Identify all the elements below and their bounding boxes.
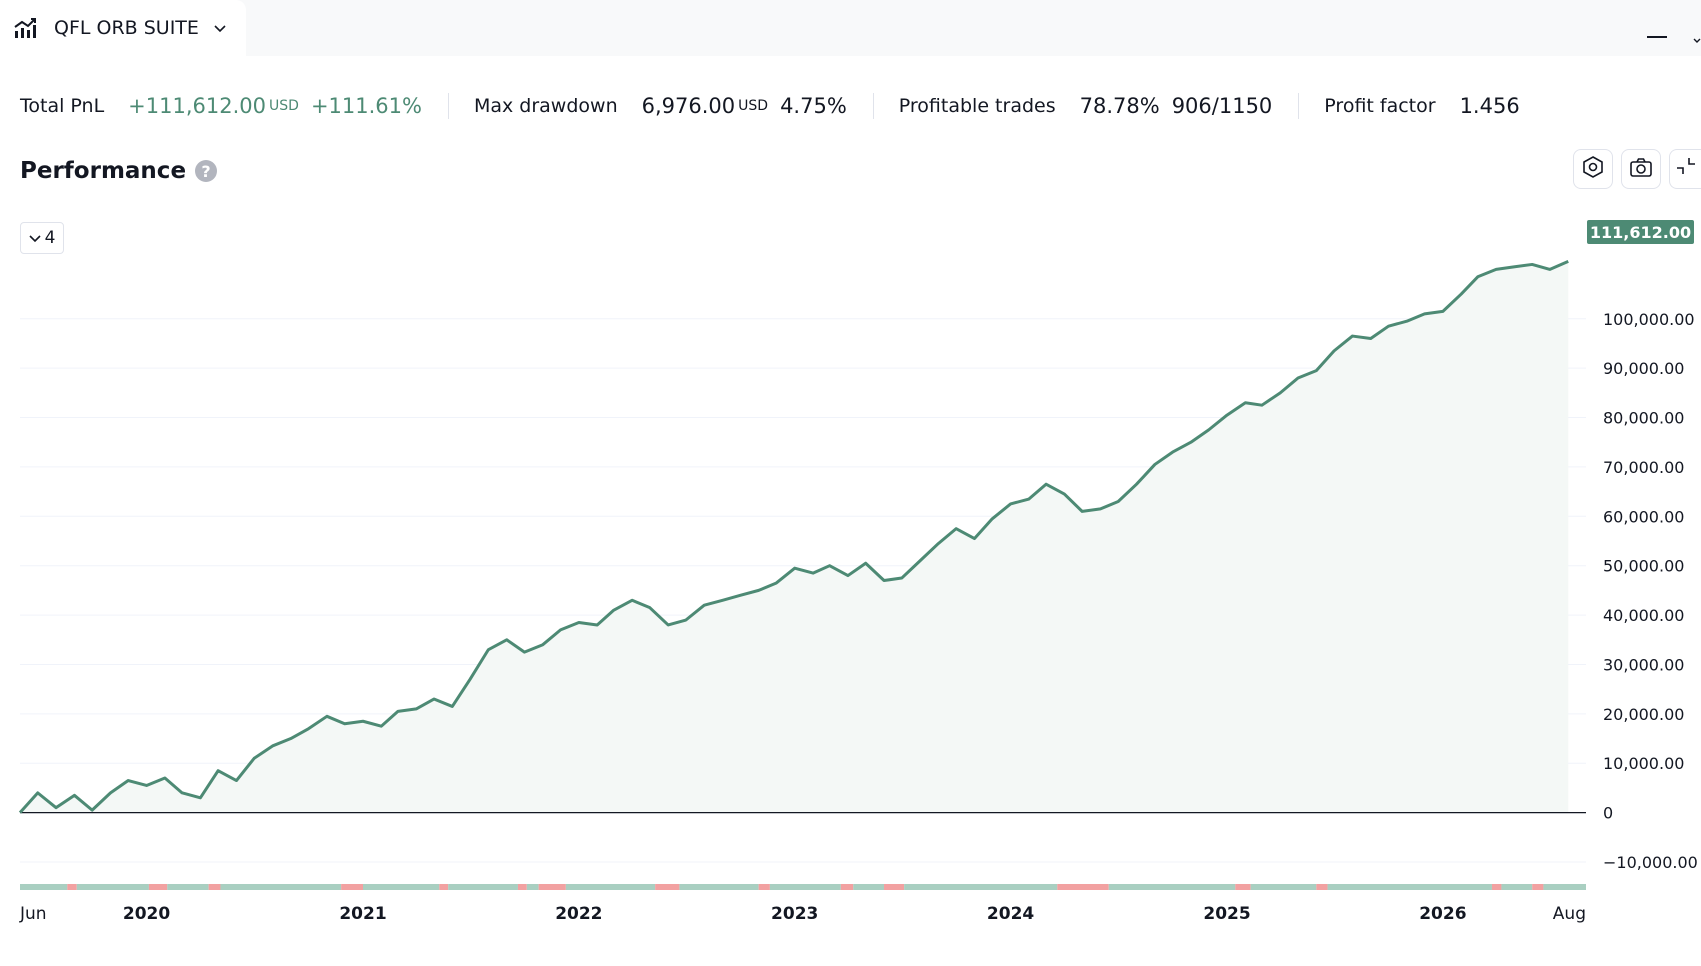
- stats-divider: [447, 93, 449, 119]
- trade-segment-loss: [884, 884, 905, 890]
- trade-segment-loss: [840, 884, 854, 890]
- trade-segment-win: [448, 884, 518, 890]
- y-tick-label: 50,000.00: [1603, 557, 1684, 576]
- trade-segment-win: [853, 884, 885, 890]
- max-drawdown-percent: 4.75%: [780, 94, 847, 118]
- trade-segment-win: [1250, 884, 1317, 890]
- trade-segment-win: [1543, 884, 1586, 890]
- total-pnl-percent: +111.61%: [310, 94, 422, 118]
- tab-title: QFL ORB SUITE: [54, 17, 199, 39]
- trade-segment-loss: [1532, 884, 1544, 890]
- collapse-icon: [1675, 156, 1697, 182]
- trade-segment-loss: [517, 884, 527, 890]
- profitable-trades-label: Profitable trades: [898, 95, 1056, 117]
- help-icon[interactable]: ?: [195, 160, 218, 182]
- chevron-down-icon[interactable]: [213, 23, 227, 33]
- profit-factor-label: Profit factor: [1324, 95, 1436, 117]
- x-tick-label: Aug: [1553, 904, 1586, 924]
- trade-segment-win: [220, 884, 342, 890]
- y-tick-label: 30,000.00: [1603, 655, 1684, 674]
- trade-segment-loss: [1316, 884, 1328, 890]
- performance-title: Performance: [20, 158, 187, 184]
- equity-line: [18, 260, 1569, 814]
- chart-bars-icon: [14, 17, 36, 39]
- total-pnl-value: +111,612.00: [128, 94, 267, 118]
- x-tick-label: 2020: [123, 904, 170, 924]
- trade-segment-loss: [341, 884, 364, 890]
- trade-segment-loss: [758, 884, 770, 890]
- equity-area: [20, 261, 1569, 813]
- camera-icon: [1629, 156, 1653, 182]
- trade-segment-win: [167, 884, 209, 890]
- y-tick-label: 90,000.00: [1603, 359, 1684, 378]
- trade-segment-win: [76, 884, 149, 890]
- trade-segment-loss: [67, 884, 77, 890]
- profitable-trades-percent: 78.78%: [1079, 94, 1160, 118]
- x-tick-label: 2024: [987, 904, 1034, 924]
- trade-segment-loss: [538, 884, 566, 890]
- stats-row: Total PnL +111,612.00 USD +111.61% Max d…: [20, 88, 1520, 124]
- total-pnl-unit: USD: [269, 98, 299, 114]
- y-tick-label: 20,000.00: [1603, 705, 1684, 724]
- max-drawdown-value: 6,976.00: [641, 94, 736, 118]
- y-tick-label: 40,000.00: [1603, 606, 1684, 625]
- y-tick-label: 0: [1603, 804, 1613, 823]
- trade-segment-win: [565, 884, 656, 890]
- total-pnl-label: Total PnL: [20, 95, 105, 117]
- trade-segment-loss: [1057, 884, 1109, 890]
- max-drawdown-label: Max drawdown: [473, 95, 618, 117]
- x-tick-label: 2022: [555, 904, 602, 924]
- profitable-trades-ratio: 906/1150: [1171, 94, 1273, 118]
- max-drawdown-unit: USD: [738, 98, 769, 114]
- y-tick-label: 60,000.00: [1603, 507, 1684, 526]
- x-tick-label: 2025: [1203, 904, 1250, 924]
- stats-divider: [1298, 93, 1300, 119]
- y-axis: 100,000.00 90,000.00 80,000.00 70,000.00 60,…: [1603, 310, 1698, 872]
- screenshot-button[interactable]: [1621, 149, 1661, 189]
- x-tick-label: 2023: [771, 904, 818, 924]
- settings-button[interactable]: [1573, 149, 1613, 189]
- trade-segment-win: [1327, 884, 1492, 890]
- profit-factor-value: 1.456: [1459, 94, 1520, 118]
- trade-segment-loss: [439, 884, 449, 890]
- performance-heading: Performance ?: [20, 158, 218, 184]
- x-tick-label: 2026: [1419, 904, 1466, 924]
- trade-segment-win: [363, 884, 440, 890]
- trade-segment-win: [1108, 884, 1236, 890]
- window-menu-icon[interactable]: [1693, 30, 1701, 43]
- trade-segment-loss: [1491, 884, 1502, 890]
- trade-segment-loss: [148, 884, 168, 890]
- y-tick-label: 10,000.00: [1603, 754, 1684, 773]
- x-tick-label: Jun: [19, 904, 47, 924]
- trade-segment-win: [904, 884, 1058, 890]
- chevron-down-icon: [29, 228, 41, 248]
- series-count: 4: [44, 228, 56, 248]
- tab-bar: QFL ORB SUITE: [0, 0, 1701, 56]
- strategy-tab[interactable]: QFL ORB SUITE: [0, 0, 246, 56]
- fullscreen-button[interactable]: [1669, 149, 1701, 189]
- trade-segment-win: [679, 884, 759, 890]
- trade-segment-win: [526, 884, 539, 890]
- y-tick-label: 70,000.00: [1603, 458, 1684, 477]
- stats-divider: [872, 93, 874, 119]
- minimize-icon[interactable]: [1647, 36, 1667, 38]
- trade-segment-loss: [208, 884, 221, 890]
- hexagon-settings-icon: [1581, 155, 1605, 183]
- trade-segment-loss: [1235, 884, 1251, 890]
- trade-segment-win: [1501, 884, 1533, 890]
- y-tick-label: 80,000.00: [1603, 409, 1684, 428]
- x-tick-label: 2021: [339, 904, 386, 924]
- trade-strip: [20, 884, 1586, 890]
- last-value-badge: 111,612.00: [1587, 220, 1694, 244]
- y-tick-label: 100,000.00: [1603, 310, 1695, 329]
- x-axis: Jun 2020 2021 2022 2023 2024 2025 2026 Aug: [19, 904, 1586, 924]
- trade-segment-loss: [655, 884, 680, 890]
- y-tick-label: −10,000.00: [1603, 853, 1698, 872]
- trade-segment-win: [20, 884, 68, 890]
- series-toggle-button[interactable]: 4: [20, 222, 64, 254]
- trade-segment-win: [769, 884, 841, 890]
